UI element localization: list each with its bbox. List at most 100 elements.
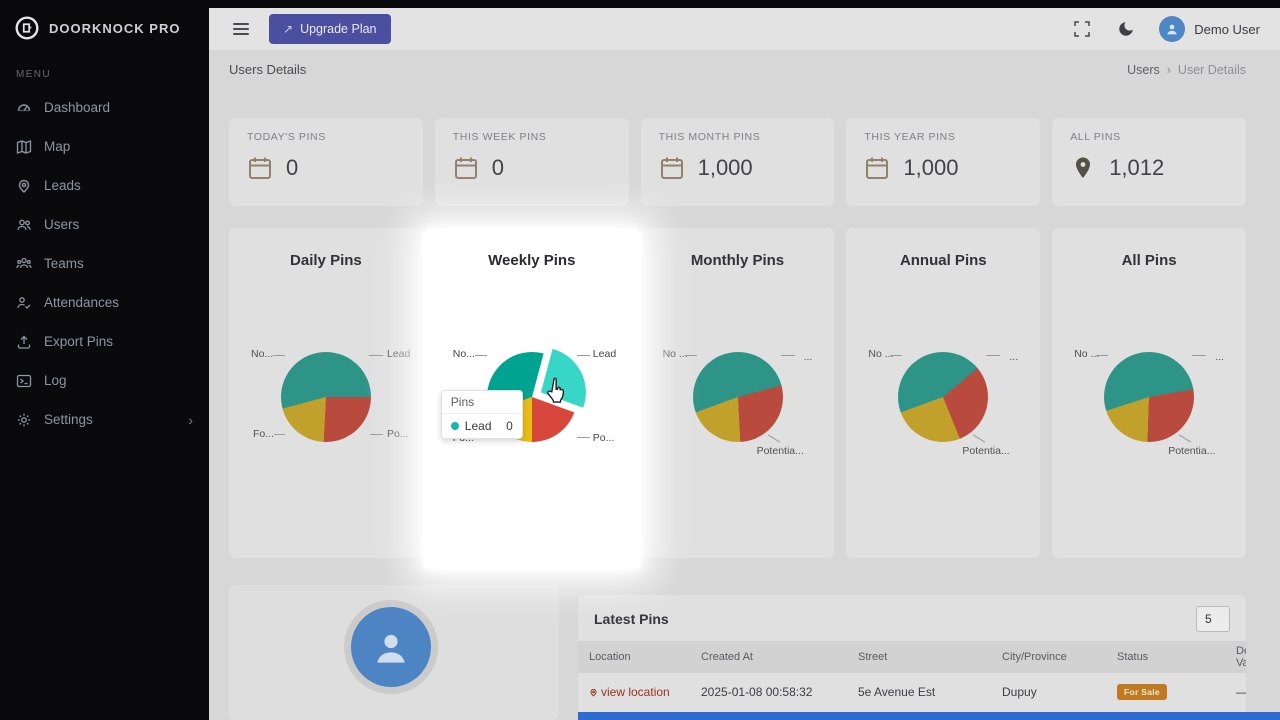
user-menu[interactable]: Demo User [1159,16,1260,42]
page-title: Users Details [229,62,307,77]
stat-card-today-pins: TODAY'S PINS 0 [229,118,423,206]
annual-pins-pie-chart[interactable] [898,352,989,442]
upload-icon [17,335,31,349]
pie-callout-no: No... [251,348,274,360]
sidebar-item-settings[interactable]: Settings › [0,400,209,439]
chevron-right-icon: › [188,411,193,428]
callout-line [370,434,383,435]
page-size-select[interactable]: 5 [1196,606,1230,632]
sidebar-item-attendances[interactable]: Attendances [0,283,209,322]
all-pins-pie-chart[interactable] [1104,352,1195,442]
tooltip-series: Lead [464,419,492,433]
sidebar-toggle-button[interactable] [229,19,253,39]
calendar-icon [660,157,683,179]
callout-line [890,355,903,356]
fullscreen-icon [1074,21,1090,37]
latest-pins-table: Location Created At Street City/Province… [578,641,1246,711]
table-row: view location 2025-01-08 00:58:32 5e Ave… [578,673,1246,711]
stat-value: 0 [286,155,299,180]
sidebar-item-label: Dashboard [44,100,111,115]
pie-callout-potential: Potentia... [1168,445,1216,457]
gear-icon [17,413,31,426]
user-name: Demo User [1194,21,1260,37]
sidebar-item-label: Leads [44,178,81,193]
column-status: Status [1106,641,1225,673]
brand-name: DOORKNOCK PRO [49,20,181,36]
chart-title: Weekly Pins [488,252,576,269]
breadcrumb-users-link[interactable]: Users [1127,62,1160,77]
column-street: Street [847,641,991,673]
sidebar-item-leads[interactable]: Leads [0,166,209,205]
pie-callout-lead: Lead [387,348,411,360]
pie-callout-truncated: ... [1009,351,1019,363]
sidebar-item-label: Attendances [44,295,120,310]
stat-card-year-pins: THIS YEAR PINS 1,000 [846,118,1041,206]
stat-title: THIS YEAR PINS [864,131,956,143]
cell-city-province: Dupuy [1002,685,1037,699]
users-icon [17,219,31,230]
pin-icon [1076,157,1091,178]
latest-pins-title: Latest Pins [594,611,669,627]
monthly-pins-pie-chart[interactable] [692,352,783,442]
breadcrumb-row: Users Details Users › User Details [229,62,1246,77]
callout-line [1096,355,1109,356]
sidebar-item-export-pins[interactable]: Export Pins [0,322,209,361]
terminal-icon [16,374,32,387]
chart-card-annual-pins: Annual Pins No ... ... Potentia... [846,228,1041,558]
chart-tooltip: Pins Lead 0 [440,390,523,439]
team-icon [16,257,32,268]
sidebar: DOORKNOCK PRO MENU Dashboard Map Leads U… [0,0,209,720]
stats-row: TODAY'S PINS 0 THIS WEEK PINS 0 THIS MON… [229,118,1246,206]
rocket-icon: ↗ [283,22,294,36]
sidebar-item-users[interactable]: Users [0,205,209,244]
pie-callout-truncated: ... [803,351,813,363]
stat-title: TODAY'S PINS [247,131,326,143]
stat-card-month-pins: THIS MONTH PINS 1,000 [640,118,835,206]
sidebar-item-log[interactable]: Log [0,361,209,400]
sidebar-item-label: Teams [44,256,84,271]
breadcrumb-current: User Details [1177,62,1246,77]
chart-title: All Pins [1121,252,1177,269]
sidebar-item-label: Map [44,139,71,154]
dark-mode-toggle[interactable] [1115,18,1137,40]
chart-card-all-pins: All Pins No ... ... Potentia... [1052,228,1246,558]
topbar: ↗ Upgrade Plan Demo User [209,8,1280,50]
column-created-at: Created At [690,641,847,673]
view-location-label: view location [601,685,670,699]
series-dot-icon [450,422,459,430]
sidebar-item-label: Export Pins [44,334,114,349]
breadcrumb-separator: › [1166,62,1171,77]
sidebar-section-label: MENU [16,69,52,80]
sidebar-item-map[interactable]: Map [0,127,209,166]
daily-pins-pie-chart[interactable] [281,352,371,442]
callout-line [576,355,590,356]
column-city-province: City/Province [991,641,1106,673]
stat-title: THIS WEEK PINS [452,131,547,143]
app-logo-icon [14,15,40,41]
column-deal-value: Deal Value [1225,641,1246,673]
stat-value: 1,012 [1109,155,1165,180]
sidebar-item-label: Settings [44,412,93,427]
callout-line [973,434,986,443]
gauge-icon [17,103,31,111]
sidebar-item-teams[interactable]: Teams [0,244,209,283]
stat-card-week-pins: THIS WEEK PINS 0 [434,118,629,206]
latest-pins-card: Latest Pins 5 Location Created At Street… [578,595,1246,720]
view-location-link[interactable]: view location [589,685,689,699]
top-strip [209,0,1280,8]
upgrade-plan-button[interactable]: ↗ Upgrade Plan [269,14,391,44]
callout-line [1192,355,1207,356]
sidebar-item-label: Log [44,373,67,388]
tooltip-title: Pins [441,391,522,414]
pie-callout-potential: Potentia... [756,445,804,457]
tooltip-value: 0 [506,419,513,433]
fullscreen-button[interactable] [1071,18,1093,40]
sidebar-item-dashboard[interactable]: Dashboard [0,88,209,127]
pie-callout-fo: Fo... [253,428,275,440]
moon-icon [1119,22,1133,36]
callout-line [767,434,780,443]
chart-card-weekly-pins: Weekly Pins No... Lead Fo... Po... [422,228,641,570]
cell-created-at: 2025-01-08 00:58:32 [701,685,813,699]
user-profile-card [229,585,559,720]
